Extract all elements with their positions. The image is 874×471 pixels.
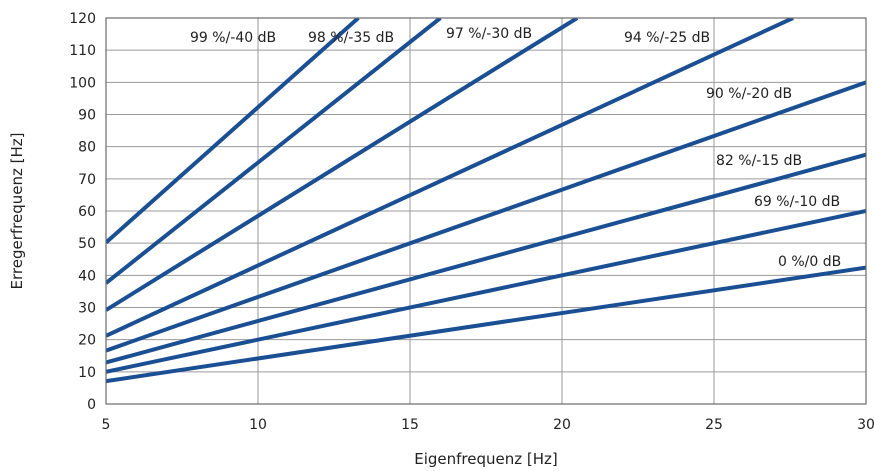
series-line-3 — [106, 18, 579, 312]
y-tick-label: 30 — [78, 301, 96, 317]
series-label-5: 90 %/-20 dB — [706, 86, 792, 102]
series-line-2 — [106, 18, 442, 285]
y-tick-label: 70 — [78, 172, 96, 188]
y-tick-label: 110 — [69, 43, 96, 59]
series-lines — [106, 18, 866, 384]
y-tick-label: 20 — [78, 333, 96, 349]
x-tick-label: 10 — [249, 417, 267, 433]
x-tick-label: 20 — [553, 417, 571, 433]
series-line-4 — [106, 18, 794, 338]
y-tick-label: 10 — [78, 365, 96, 381]
x-tick-label: 5 — [102, 417, 111, 433]
series-line-5 — [106, 80, 866, 353]
x-tick-label: 30 — [857, 417, 874, 433]
series-label-3: 97 %/-30 dB — [446, 26, 532, 42]
y-axis-ticks: 0 10 20 30 40 50 60 70 80 90 100 110 120 — [69, 11, 96, 413]
series-line-1 — [106, 18, 360, 245]
y-tick-label: 100 — [69, 75, 96, 91]
series-label-7: 69 %/-10 dB — [754, 194, 840, 210]
y-tick-label: 90 — [78, 108, 96, 124]
x-axis-ticks: 5 10 15 20 25 30 — [102, 417, 874, 433]
series-label-6: 82 %/-15 dB — [716, 153, 802, 169]
y-tick-label: 80 — [78, 140, 96, 156]
series-line-6 — [106, 152, 866, 365]
y-tick-label: 40 — [78, 268, 96, 284]
series-labels: 99 %/-40 dB 98 %/-35 dB 97 %/-30 dB 94 %/-2… — [190, 26, 841, 270]
x-tick-label: 25 — [705, 417, 723, 433]
series-label-2: 98 %/-35 dB — [308, 30, 394, 46]
y-tick-label: 50 — [78, 236, 96, 252]
y-axis-title: Erregerfrequenz [Hz] — [8, 133, 26, 290]
series-label-1: 99 %/-40 dB — [190, 30, 276, 46]
series-label-8: 0 %/0 dB — [778, 254, 841, 270]
series-label-4: 94 %/-25 dB — [624, 30, 710, 46]
plot-frame — [105, 17, 867, 405]
x-tick-label: 15 — [401, 417, 419, 433]
x-axis-title: Eigenfrequenz [Hz] — [414, 450, 558, 468]
y-tick-label: 0 — [87, 397, 96, 413]
y-tick-label: 60 — [78, 204, 96, 220]
y-tick-label: 120 — [69, 11, 96, 27]
series-line-8 — [106, 265, 866, 384]
series-line-7 — [106, 209, 866, 374]
